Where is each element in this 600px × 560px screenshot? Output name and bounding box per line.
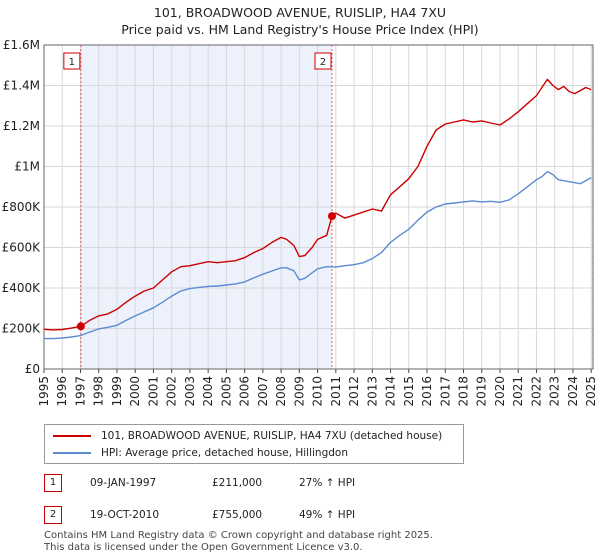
legend-hpi-label: HPI: Average price, detached house, Hill… <box>101 447 348 459</box>
sale-price: £211,000 <box>212 477 263 489</box>
y-tick-label: £400K <box>2 281 42 295</box>
sale-date: 19-OCT-2010 <box>90 509 159 521</box>
x-tick-label: 2022 <box>529 376 543 407</box>
x-tick-label: 1997 <box>73 376 87 407</box>
x-tick-label: 2016 <box>420 376 434 407</box>
price-chart: £0 £200K £400K £600K £800K £1M £1.2M £1.4M £1.6M… <box>2 38 599 407</box>
sale-label-text: 1 <box>69 57 75 68</box>
sale-hpi-change: 49% ↑ HPI <box>299 509 356 521</box>
sale-point <box>327 212 336 221</box>
chart-title: 101, BROADWOOD AVENUE, RUISLIP, HA4 7XU <box>153 5 447 20</box>
x-tick-label: 2009 <box>292 376 306 407</box>
property-price-line <box>43 78 592 331</box>
x-tick-label: 1998 <box>92 376 106 407</box>
x-tick-label: 2021 <box>511 376 525 407</box>
y-tick-label: £600K <box>2 241 42 255</box>
x-tick-label: 2019 <box>475 376 489 407</box>
footer-licence: This data is licensed under the Open Gov… <box>44 542 363 553</box>
x-tick-label: 2015 <box>402 376 416 407</box>
x-tick-label: 2023 <box>548 376 562 407</box>
x-tick-label: 2004 <box>201 376 215 407</box>
sale-date: 09-JAN-1997 <box>90 477 157 489</box>
sale-label-box <box>314 52 332 70</box>
x-tick-label: 2003 <box>183 376 197 407</box>
x-tick-label: 2014 <box>384 376 398 407</box>
legend-hpi-line <box>53 452 91 454</box>
x-tick-label: 2013 <box>365 376 379 407</box>
x-tick-label: 2020 <box>493 376 507 407</box>
plot-frame <box>43 44 594 370</box>
x-tick-label: 1996 <box>55 376 69 407</box>
legend: 101, BROADWOOD AVENUE, RUISLIP, HA4 7XU … <box>44 424 464 464</box>
y-tick-label: £1M <box>14 160 40 174</box>
legend-property-line <box>53 435 91 437</box>
x-tick-label: 2000 <box>128 376 142 407</box>
sale-badge: 1 <box>44 474 62 492</box>
x-tick-label: 1995 <box>37 376 51 407</box>
x-tick-label: 2010 <box>311 376 325 407</box>
x-tick-label: 1999 <box>110 376 124 407</box>
x-tick-label: 2011 <box>329 376 343 407</box>
x-tick-label: 2002 <box>165 376 179 407</box>
x-tick-label: 2024 <box>566 376 580 407</box>
sale-price: £755,000 <box>212 509 263 521</box>
x-tick-label: 2005 <box>219 376 233 407</box>
sale-badge: 2 <box>44 506 62 524</box>
x-tick-label: 2017 <box>438 376 452 407</box>
x-tick-label: 2008 <box>274 376 288 407</box>
x-tick-label: 2001 <box>146 376 160 407</box>
chart-title-block: 101, BROADWOOD AVENUE, RUISLIP, HA4 7XU … <box>0 4 600 38</box>
footer-copyright: Contains HM Land Registry data © Crown c… <box>44 530 433 541</box>
x-tick-label: 2007 <box>256 376 270 407</box>
y-tick-label: £1.2M <box>3 119 40 133</box>
x-tick-label: 2025 <box>584 376 598 407</box>
x-tick-label: 2018 <box>457 376 471 407</box>
sale-label-box <box>63 52 81 70</box>
chart-subtitle: Price paid vs. HM Land Registry's House … <box>121 22 479 37</box>
y-tick-label: £1.6M <box>3 38 40 52</box>
sale-point <box>76 322 85 331</box>
x-tick-label: 2012 <box>347 376 361 407</box>
x-tick-label: 2006 <box>238 376 252 407</box>
hpi-line <box>44 170 592 340</box>
sale-label-text: 2 <box>320 57 326 68</box>
y-tick-label: £200K <box>2 322 42 336</box>
sale-hpi-change: 27% ↑ HPI <box>299 477 356 489</box>
y-tick-label: £800K <box>2 200 42 214</box>
y-tick-label: £1.4M <box>3 79 40 93</box>
footer: Contains HM Land Registry data © Crown c… <box>44 530 433 554</box>
legend-property-label: 101, BROADWOOD AVENUE, RUISLIP, HA4 7XU … <box>101 430 443 442</box>
y-tick-label: £0 <box>25 362 40 376</box>
